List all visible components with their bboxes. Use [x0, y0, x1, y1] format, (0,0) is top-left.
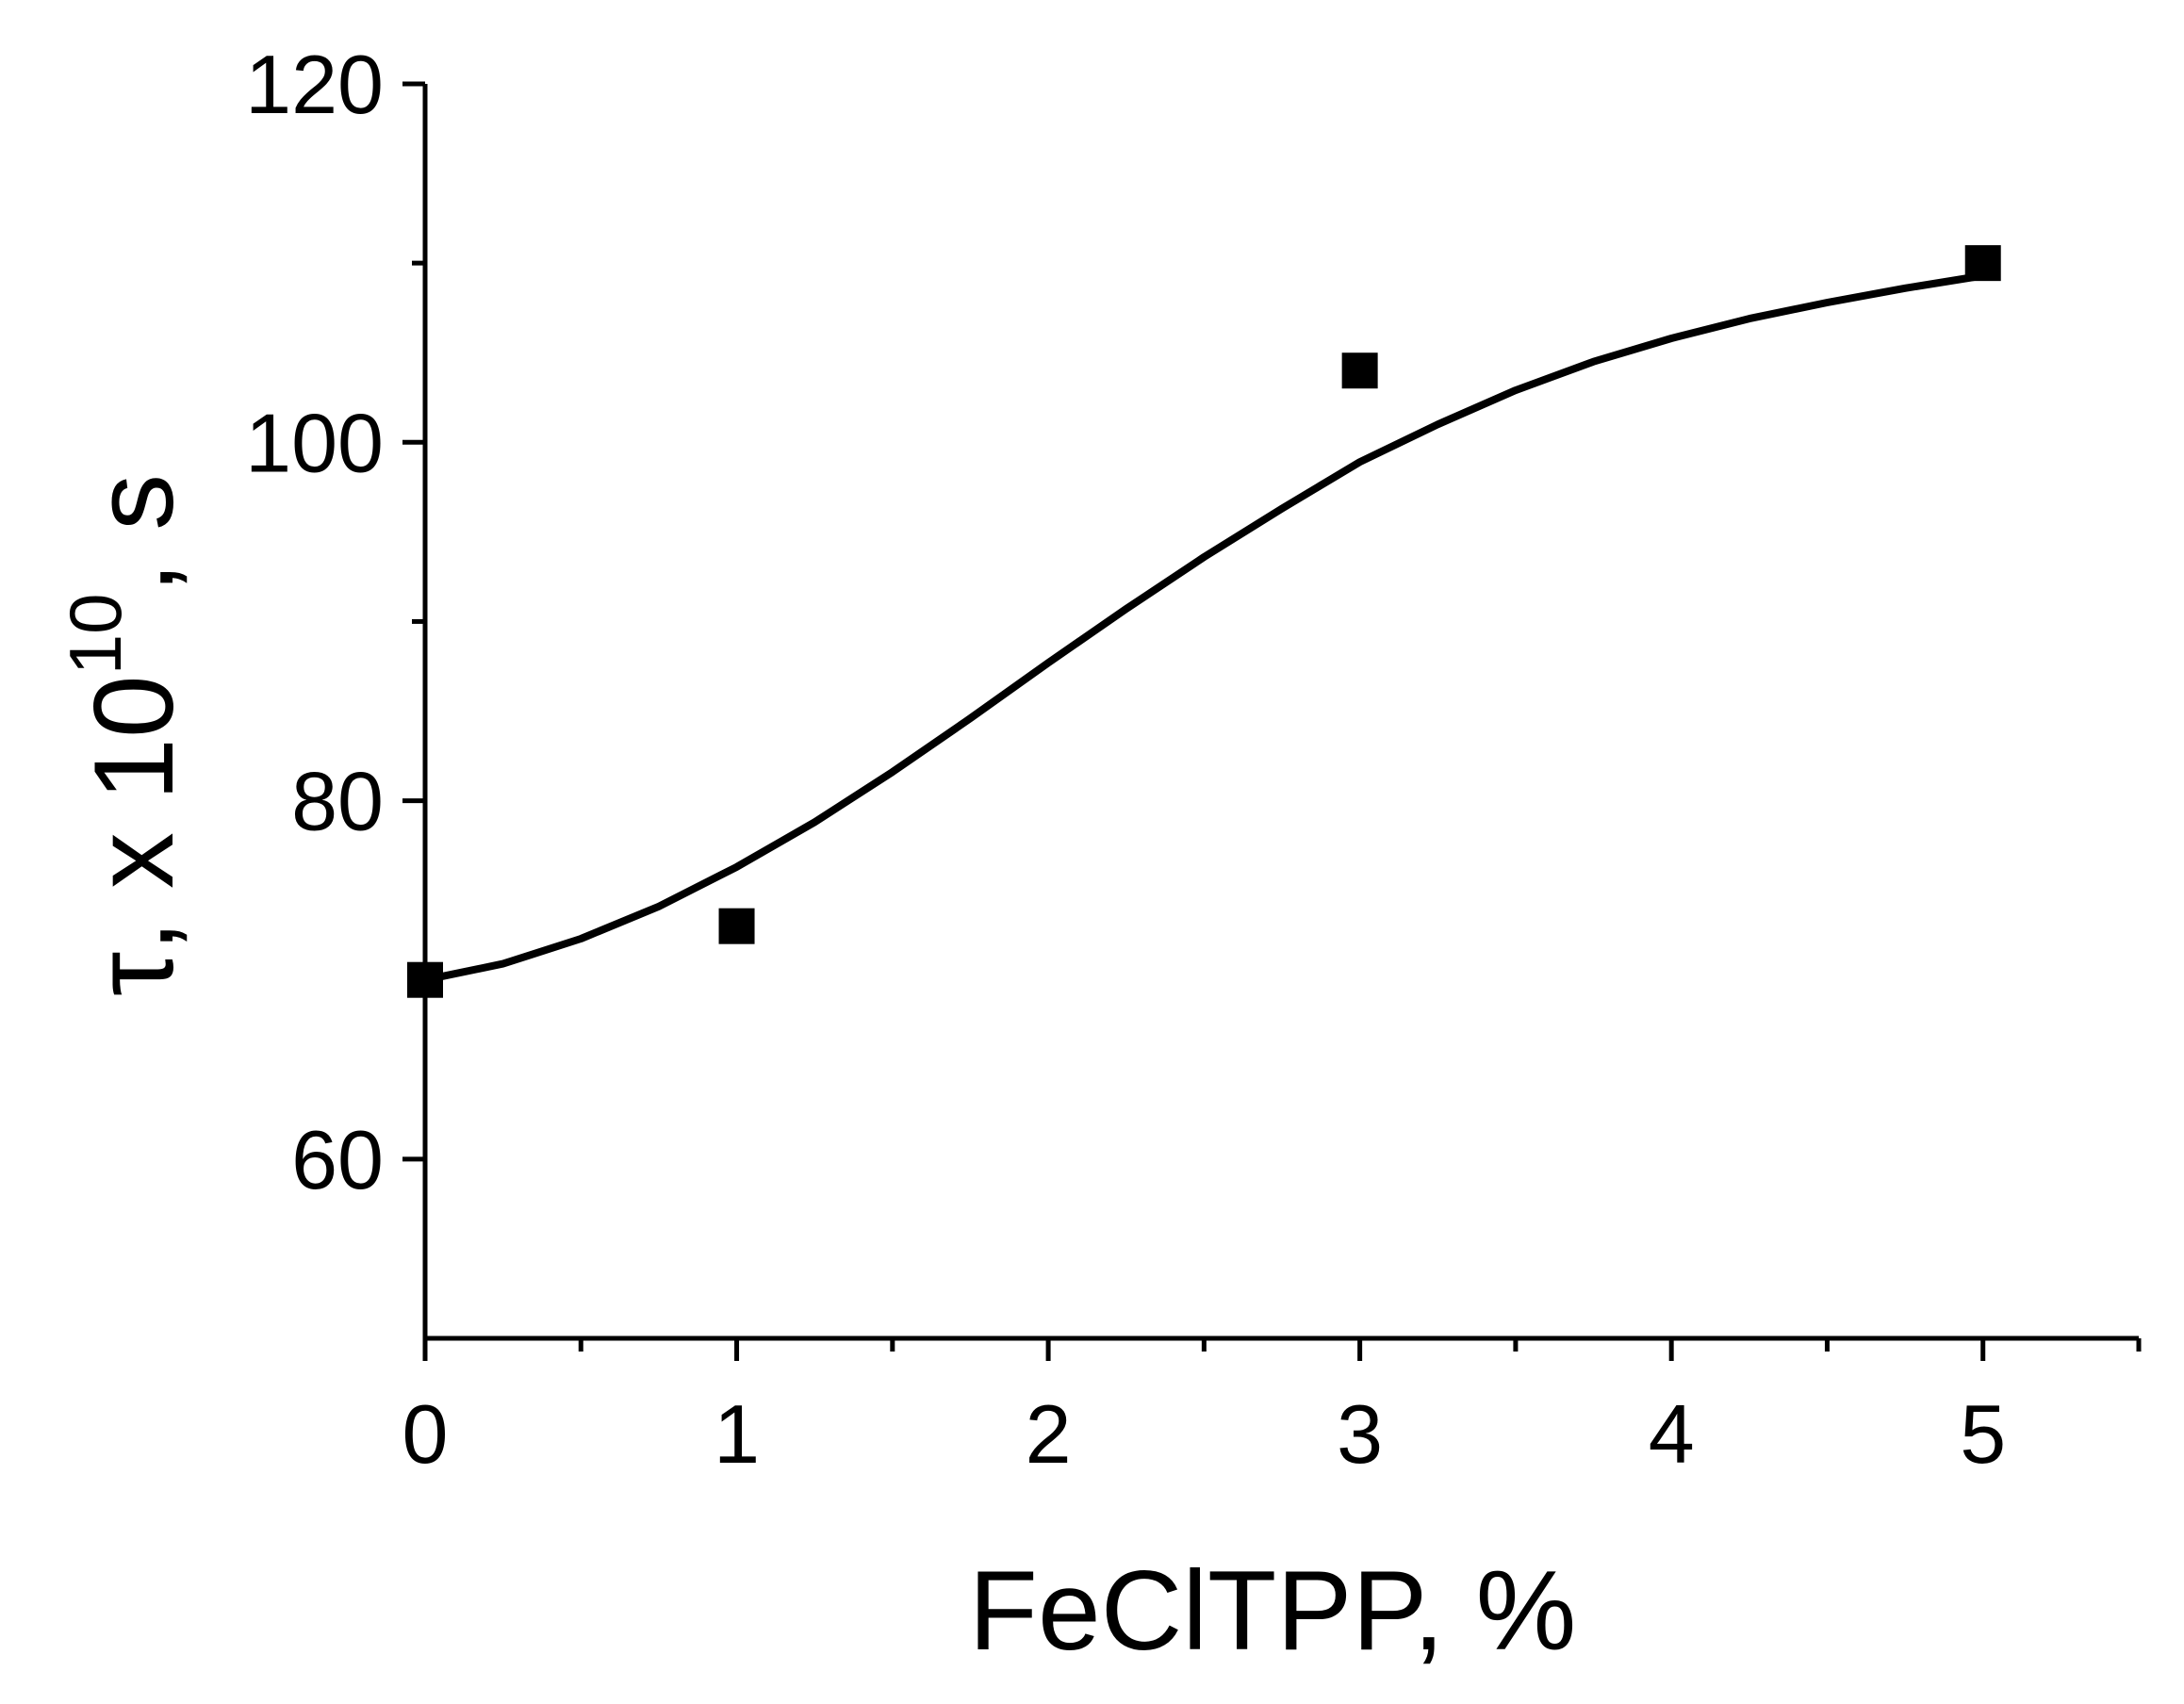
y-tick-label: 80 — [291, 755, 384, 848]
y-tick-label: 100 — [245, 396, 384, 489]
y-axis-title-superscript: 10 — [54, 594, 137, 676]
x-tick-label: 4 — [1649, 1387, 1695, 1481]
data-points — [407, 245, 2001, 998]
fit-curve-layer — [421, 271, 1987, 984]
x-tick-label: 3 — [1337, 1387, 1383, 1481]
y-tick-label: 120 — [245, 38, 384, 131]
tick-labels: 60 80 100 120 0 1 2 3 4 5 — [245, 38, 2006, 1481]
data-point — [1964, 245, 2001, 282]
y-tick-label: 60 — [291, 1113, 384, 1206]
x-tick-label: 1 — [714, 1387, 760, 1481]
y-axis-title-prefix: τ, x 10 — [71, 675, 197, 996]
data-point — [407, 961, 443, 998]
axes — [422, 84, 2139, 1341]
x-tick-label: 5 — [1960, 1387, 2006, 1481]
ticks — [402, 81, 2142, 1361]
x-tick-label: 2 — [1026, 1387, 1072, 1481]
fit-curve — [421, 271, 1987, 984]
data-point — [718, 908, 755, 944]
x-axis-title: FeClTPP, % — [969, 1548, 1577, 1674]
y-axis-title: τ, x 1010, s — [54, 474, 197, 996]
data-point — [1341, 352, 1378, 389]
x-tick-label: 0 — [402, 1387, 449, 1481]
y-axis-title-suffix: , s — [71, 474, 197, 594]
